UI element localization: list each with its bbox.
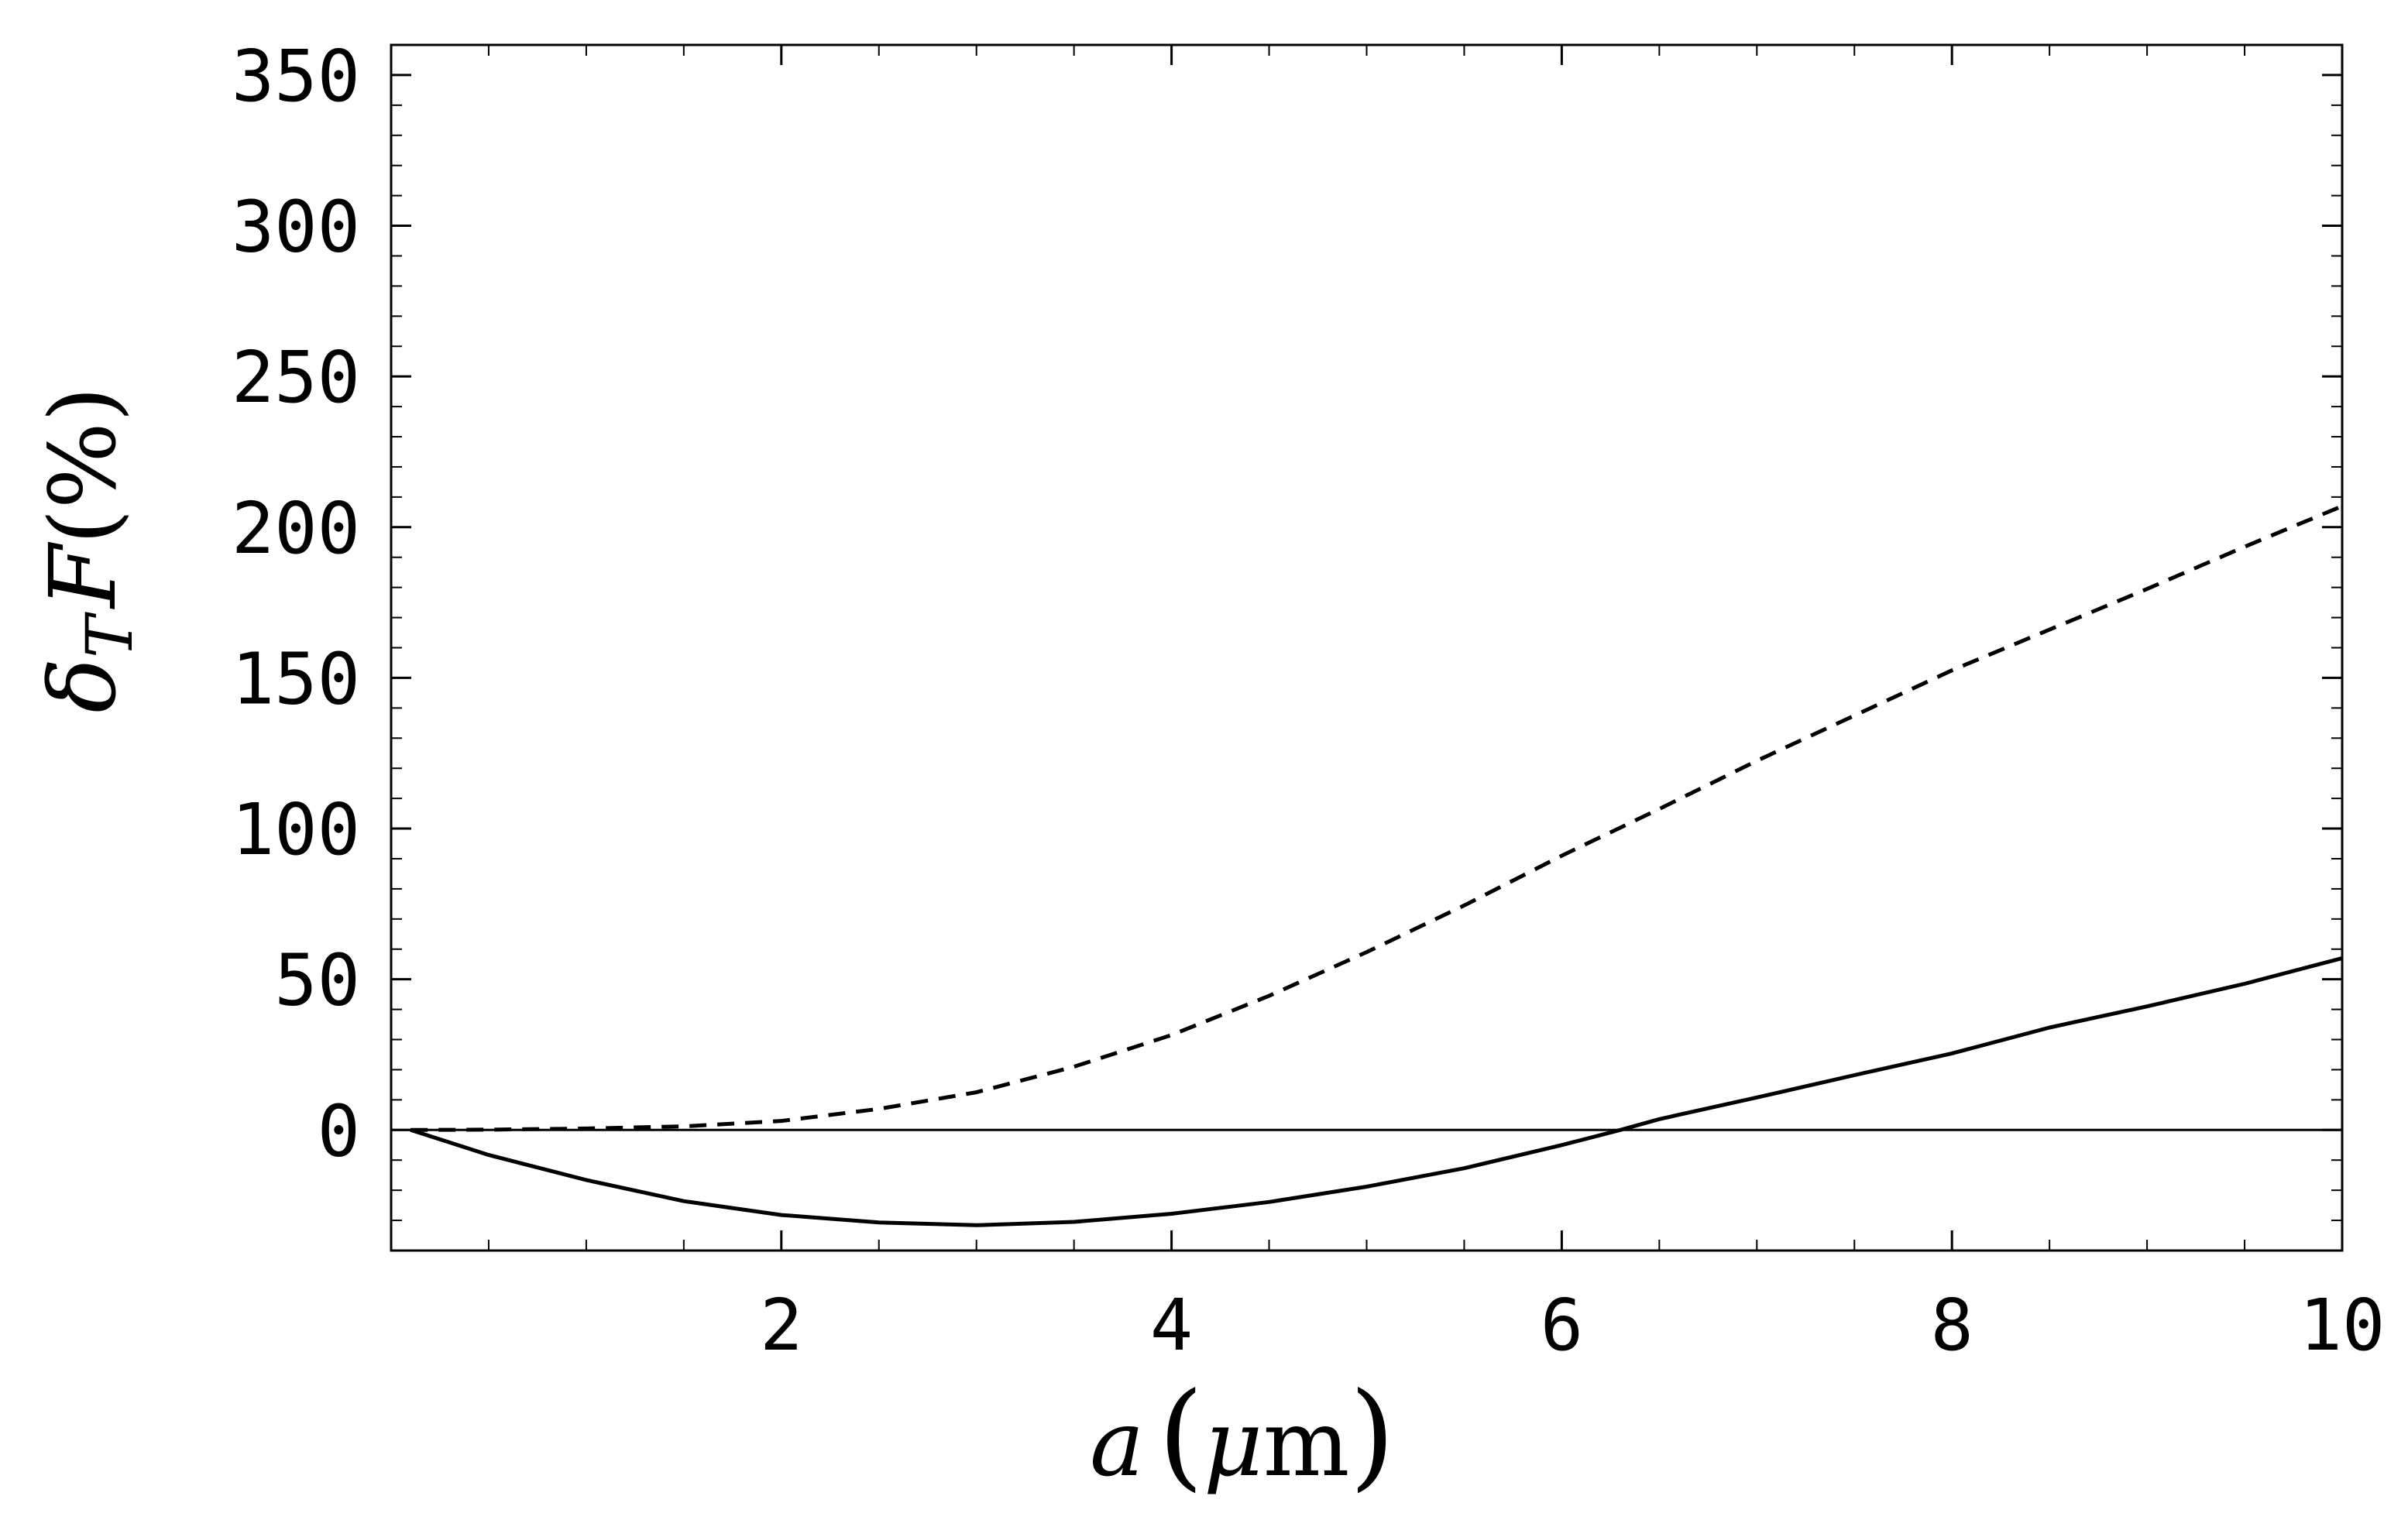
x-tick-label: 10 — [2300, 1284, 2386, 1367]
y-tick-label: 300 — [232, 186, 360, 269]
y-tick-label: 200 — [232, 487, 360, 570]
y-tick-label: 150 — [232, 637, 360, 720]
plot-frame — [390, 43, 2344, 1252]
x-axis-label-m: m — [1263, 1390, 1350, 1497]
x-tick-label: 8 — [1931, 1284, 1973, 1367]
minor-ticks — [391, 45, 2342, 1251]
x-axis-label: a (μm) — [1090, 1368, 1395, 1503]
x-axis-label-open: ( — [1158, 1368, 1204, 1503]
x-tick-label: 6 — [1541, 1284, 1583, 1367]
series-group — [410, 504, 2343, 1227]
y-axis-label-pct: (%) — [29, 386, 136, 544]
x-tick-label: 4 — [1150, 1284, 1193, 1367]
y-axis-label-var: F — [29, 541, 136, 609]
x-axis-label-mu: μ — [1204, 1390, 1263, 1497]
y-axis-label-delta: δ — [29, 658, 136, 713]
x-axis-label-var: a — [1090, 1390, 1144, 1497]
series-line-solid — [410, 956, 2343, 1227]
x-axis-label-close: ) — [1349, 1368, 1395, 1503]
y-axis-label-sub: T — [74, 612, 147, 658]
y-tick-label: 350 — [232, 35, 360, 118]
x-tick-label: 2 — [760, 1284, 802, 1367]
y-tick-label: 0 — [318, 1089, 360, 1172]
y-tick-label: 100 — [232, 788, 360, 871]
y-tick-label: 250 — [232, 336, 360, 419]
y-tick-label: 50 — [274, 939, 360, 1022]
y-axis-label: δTF(%) — [29, 386, 147, 713]
x-tick-labels: 2 4 6 8 10 — [760, 1284, 2385, 1367]
series-line-dashed — [410, 504, 2343, 1132]
y-tick-labels: 0 50 100 150 200 250 300 350 — [232, 35, 360, 1172]
